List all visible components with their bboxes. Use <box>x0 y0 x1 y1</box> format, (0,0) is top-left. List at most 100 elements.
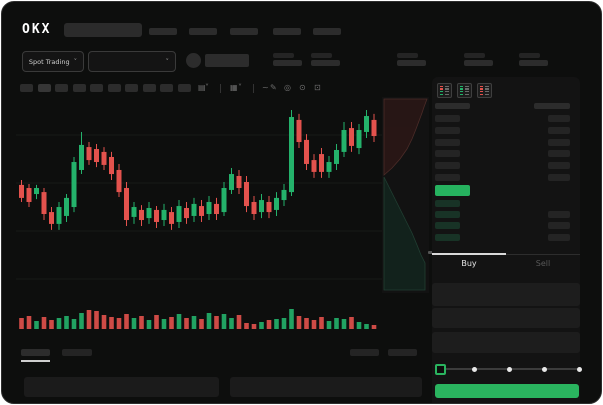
pair-selector-dropdown[interactable]: ˅ <box>88 51 176 72</box>
ticker-stat-label-2 <box>311 53 332 58</box>
nav-item-1[interactable] <box>149 28 177 35</box>
orderbook-ask-row[interactable] <box>432 162 580 170</box>
ask-amount-placeholder <box>548 115 570 122</box>
coin-icon <box>186 53 201 68</box>
icon-stripe <box>460 85 463 88</box>
line-tool-icon[interactable]: ~ <box>262 83 269 92</box>
icon-stripe <box>440 85 443 88</box>
orderbook-ask-row[interactable] <box>432 174 580 182</box>
nav-item-5[interactable] <box>313 28 341 35</box>
total-field[interactable] <box>432 332 580 353</box>
candle-style-icon[interactable]: ▦ <box>230 83 238 92</box>
timeframe-button[interactable] <box>160 84 173 92</box>
tab-sell[interactable]: Sell <box>535 259 551 268</box>
ask-price-placeholder <box>435 162 460 170</box>
icon-stripe <box>465 93 469 96</box>
timeframe-button[interactable] <box>72 84 86 92</box>
orderbook-ask-row[interactable] <box>432 138 580 147</box>
timeframe-button[interactable] <box>177 84 191 92</box>
orderbook-bid-row[interactable] <box>432 200 580 208</box>
icon-stripe <box>480 90 483 93</box>
timeframe-button[interactable] <box>55 84 68 92</box>
bid-price-placeholder <box>435 233 460 241</box>
market-type-dropdown[interactable]: Spot Trading ˅ <box>22 51 84 72</box>
ask-amount-placeholder <box>548 138 570 146</box>
timeframe-button[interactable] <box>142 84 156 92</box>
search-input[interactable] <box>64 23 142 37</box>
orderbook-amount-header <box>534 103 570 109</box>
slider-step[interactable] <box>507 367 512 372</box>
slider-step[interactable] <box>577 367 582 372</box>
ticker-stat-label-1 <box>273 53 294 58</box>
pair-name-placeholder <box>205 54 249 67</box>
camera-icon[interactable]: ◎ <box>284 83 291 92</box>
indicator-icon[interactable]: ▤ <box>198 83 206 92</box>
nav-item-2[interactable] <box>189 28 217 35</box>
nav-item-4[interactable] <box>273 28 301 35</box>
slider-step[interactable] <box>542 367 547 372</box>
timeframe-button[interactable] <box>125 84 138 92</box>
icon-stripe <box>445 93 449 96</box>
ticker-stat-value-5 <box>519 60 548 66</box>
icon-stripe <box>480 93 483 96</box>
bottom-tab-open-orders[interactable] <box>21 349 50 356</box>
ask-price-placeholder <box>435 115 460 122</box>
book-bids-icon[interactable] <box>457 83 472 98</box>
orderbook-price-header <box>435 103 470 109</box>
bottom-tab-history[interactable] <box>62 349 92 356</box>
amount-field[interactable] <box>432 308 580 328</box>
orderbook-ask-row[interactable] <box>432 150 580 158</box>
icon-stripe <box>445 88 449 90</box>
tab-buy[interactable]: Buy <box>461 259 477 268</box>
bottom-action-2[interactable] <box>388 349 417 356</box>
depth-price-marker <box>428 251 435 254</box>
fullscreen-icon[interactable]: ⊡ <box>314 83 321 92</box>
tab-divider <box>506 254 580 255</box>
bid-price-placeholder <box>435 200 460 207</box>
settings-clock-icon[interactable]: ⊙ <box>299 83 306 92</box>
buy-tab-indicator <box>432 253 506 255</box>
orderbook-bid-row[interactable] <box>432 222 580 230</box>
bid-price-placeholder <box>435 222 460 230</box>
ticker-stat-value-2 <box>311 60 340 66</box>
orderbook-ask-row[interactable] <box>432 115 580 123</box>
orderbook-ask-row[interactable] <box>432 126 580 135</box>
slider-step[interactable] <box>472 367 477 372</box>
ask-price-placeholder <box>435 150 460 158</box>
assets-empty-panel <box>230 377 422 397</box>
chevron-down-icon[interactable]: ˅ <box>238 83 242 92</box>
draw-icon[interactable]: ✎ <box>270 83 277 92</box>
chevron-down-icon[interactable]: ˅ <box>205 83 209 92</box>
timeframe-button[interactable] <box>107 84 121 92</box>
icon-stripe <box>460 93 463 96</box>
candlestick-chart[interactable] <box>16 96 382 336</box>
ask-price-placeholder <box>435 126 460 134</box>
okx-logo[interactable]: OKX <box>22 22 52 37</box>
icon-stripe <box>465 85 469 88</box>
timeframe-button[interactable] <box>20 84 33 92</box>
book-asks-icon[interactable] <box>477 83 492 98</box>
icon-stripe <box>460 90 463 93</box>
ticker-stat-label-4 <box>464 53 485 58</box>
icon-stripe <box>480 88 483 90</box>
icon-stripe <box>440 93 443 96</box>
orderbook-bid-row[interactable] <box>432 211 580 219</box>
depth-chart[interactable] <box>382 97 429 293</box>
ticker-stat-value-3 <box>397 60 426 66</box>
icon-stripe <box>465 88 469 90</box>
slider-handle[interactable] <box>435 364 446 375</box>
book-both-icon[interactable] <box>437 83 452 98</box>
nav-item-3[interactable] <box>230 28 258 35</box>
price-field[interactable] <box>432 283 580 306</box>
chevron-down-icon: ˅ <box>73 57 78 66</box>
bottom-action-1[interactable] <box>350 349 379 356</box>
ticker-stat-value-4 <box>464 60 493 66</box>
ticker-stat-value-1 <box>273 60 302 66</box>
submit-buy-button[interactable] <box>435 384 579 398</box>
timeframe-button[interactable] <box>90 84 103 92</box>
toolbar-separator <box>253 84 254 93</box>
ticker-stat-label-5 <box>519 53 540 58</box>
orderbook-bid-row[interactable] <box>432 233 580 242</box>
timeframe-button[interactable] <box>37 84 51 92</box>
chevron-down-icon: ˅ <box>165 57 170 66</box>
